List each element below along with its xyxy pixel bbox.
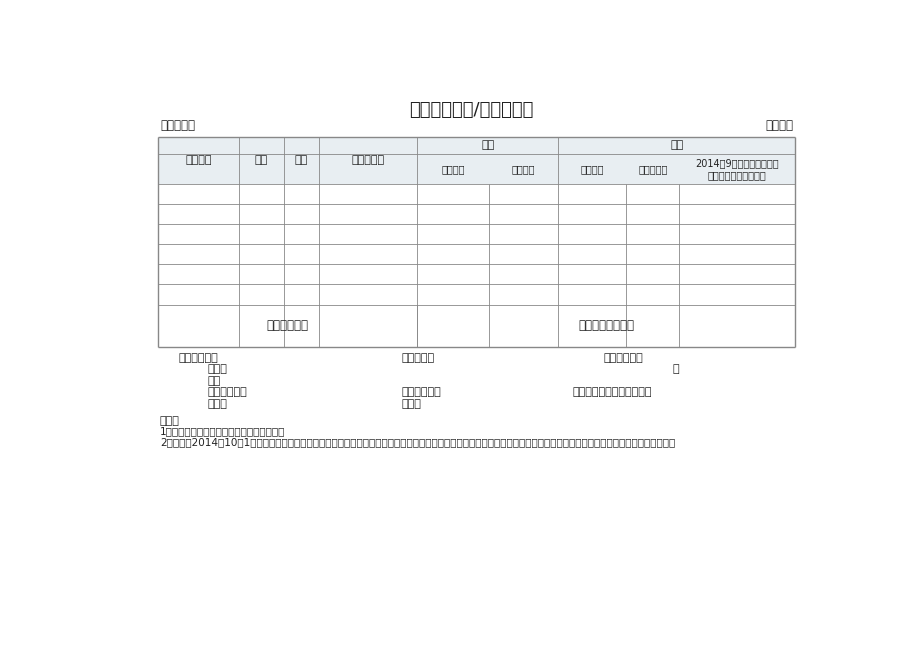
Text: 1．记实原因包括：待遇领取、转移、其它；: 1．记实原因包括：待遇领取、转移、其它； [160, 426, 285, 437]
Text: 记实原因: 记实原因 [441, 164, 464, 174]
Text: 日期：: 日期： [402, 399, 421, 409]
Text: 主管部门（公章）: 主管部门（公章） [578, 319, 634, 332]
Text: 补记总月数: 补记总月数 [638, 164, 667, 174]
Text: 姓名: 姓名 [255, 156, 267, 165]
Text: 日期：: 日期： [208, 399, 228, 409]
Text: 记实: 记实 [481, 140, 494, 150]
Text: 补记: 补记 [670, 140, 683, 150]
Text: 2．补记：2014年10月1日后办理了正式调动或辞职、辞退手续离开机关事业单位到企业就业的参保人员。补记区间仅包含机关事业单位期间连续工龄（注意不含部队服役期间: 2．补记：2014年10月1日后办理了正式调动或辞职、辞退手续离开机关事业单位到… [160, 437, 675, 447]
Bar [558, 154, 795, 184]
Text: 联系电话：: 联系电话： [402, 353, 435, 363]
Text: 身份证号码: 身份证号码 [351, 156, 384, 165]
Text: 2014年9月本人月工资收入
纳入个人缴费基数金额: 2014年9月本人月工资收入 纳入个人缴费基数金额 [695, 158, 778, 180]
Text: 记实区间: 记实区间 [511, 164, 535, 174]
Bar [417, 154, 558, 184]
Text: 单位名称：: 单位名称： [160, 118, 195, 132]
Text: 职业年金记实/补记申请表: 职业年金记实/补记申请表 [409, 101, 533, 118]
Text: 日期：: 日期： [208, 364, 228, 374]
Text: 期：: 期： [208, 376, 221, 386]
Text: 个人编号: 个人编号 [185, 156, 211, 165]
Text: 社保初审人：: 社保初审人： [208, 387, 247, 397]
Bar [157, 154, 417, 184]
Text: 社保复核人：: 社保复核人： [402, 387, 441, 397]
Text: （根据业务实际环节签章）: （根据业务实际环节签章） [572, 387, 651, 397]
Text: 说明：: 说明： [160, 416, 179, 426]
Text: 单位：元: 单位：元 [765, 118, 792, 132]
Text: 性别: 性别 [294, 156, 308, 165]
Text: 日: 日 [673, 364, 679, 374]
Text: 补记区间: 补记区间 [580, 164, 604, 174]
Text: 单位负责人：: 单位负责人： [603, 353, 642, 363]
Text: 单位（公章）: 单位（公章） [267, 319, 308, 332]
Text: 单位经办人：: 单位经办人： [178, 353, 218, 363]
Bar [157, 137, 795, 154]
